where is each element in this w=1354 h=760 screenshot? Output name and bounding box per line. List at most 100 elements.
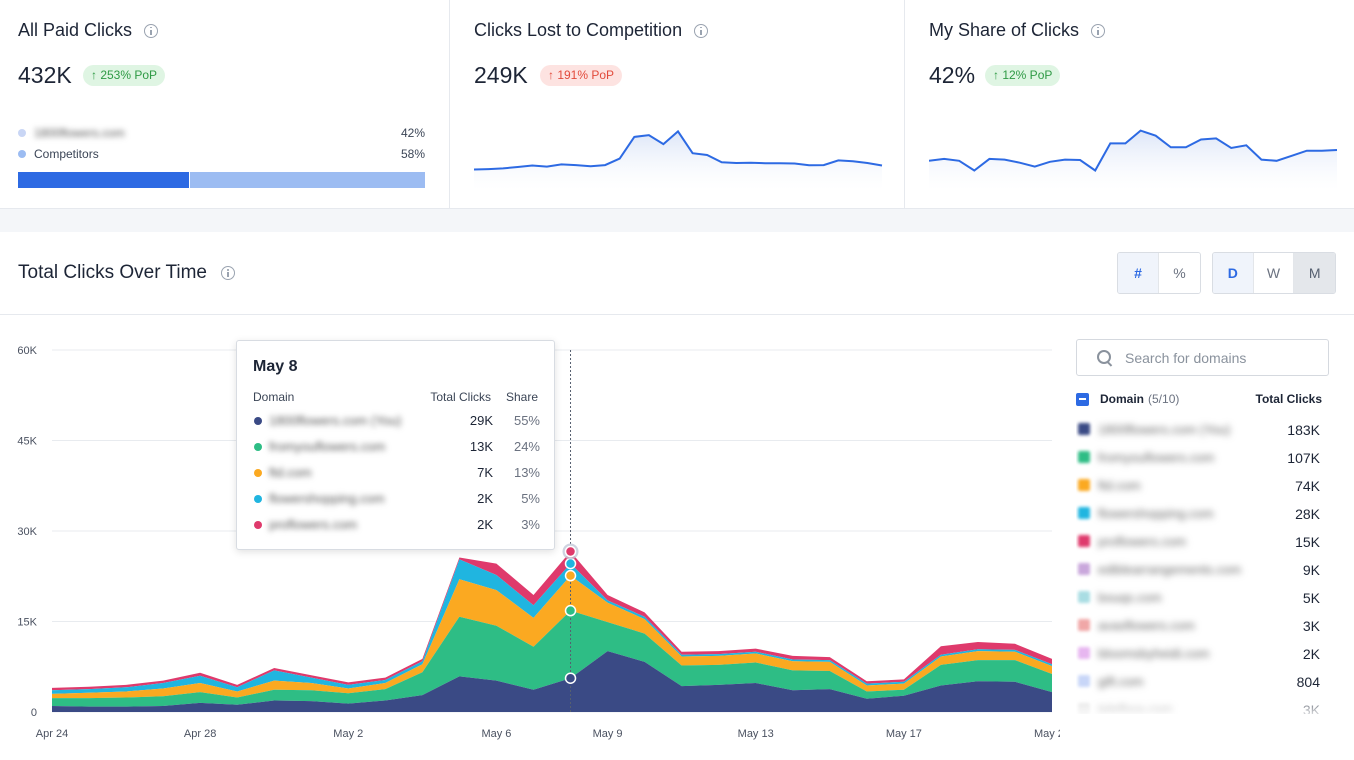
legend-fade [1076,690,1322,720]
legend-item[interactable]: ediblearrangements.com 9K [1076,556,1322,584]
x-tick-label: May 6 [481,728,511,740]
kpi-title: My Share of Clicks [929,20,1106,41]
tooltip-domain: ftd.com [269,465,312,480]
tooltip-row: flowershopping.com 2K 5% [253,489,543,509]
tooltip-clicks: 7K [477,465,493,480]
select-all-checkbox[interactable] [1076,392,1089,406]
legend-item[interactable]: ftd.com 74K [1076,472,1322,500]
legend-header: Domain (5/10) Total Clicks [1076,390,1322,408]
legend-swatch-icon [1078,479,1090,491]
share-row-own: 1800flowers.com 42% [18,126,425,140]
info-icon[interactable] [694,23,709,38]
toggle-absolute[interactable]: # [1118,253,1159,293]
tooltip-share: 24% [513,439,540,454]
legend-total-label: Total Clicks [1255,392,1322,406]
y-tick-label: 45K [17,436,37,448]
legend-domain: proflowers.com [1098,534,1187,549]
tooltip-row: proflowers.com 2K 3% [253,515,543,535]
toggle-percent[interactable]: % [1159,253,1200,293]
hover-point [564,557,577,570]
series-area [52,610,1052,707]
legend-item[interactable]: fromyouflowers.com 107K [1076,444,1322,472]
legend-swatch-icon [1078,535,1090,547]
tooltip-domain: 1800flowers.com (You) [269,413,402,428]
info-icon[interactable] [144,23,159,38]
legend-value: 183K [1287,422,1320,438]
legend-item[interactable]: avasflowers.com 3K [1076,612,1322,640]
info-icon[interactable] [220,266,235,280]
legend-value: 9K [1302,562,1320,578]
own-share-pct: 42% [400,126,425,140]
sparkline-share-area [929,130,1337,190]
legend-domain: bloomsbyheidi.com [1098,646,1210,661]
legend-domain: ftd.com [1098,478,1141,493]
section-title-text: Total Clicks Over Time [18,262,207,283]
share-bar-own [18,172,189,188]
y-tick-label: 0 [31,707,37,719]
legend-value: 3K [1302,618,1320,634]
legend-item[interactable]: bouqs.com 5K [1076,584,1322,612]
x-tick-label: May 9 [593,728,623,740]
series-area [52,551,1052,691]
kpi-value: 432K [18,62,72,88]
legend-value: 5K [1302,590,1320,606]
kpi-card-all-paid: All Paid Clicks 432K ↑ 253% PoP 1800flow… [0,0,450,209]
toggle-monthly[interactable]: M [1294,253,1335,293]
competitors-label: Competitors [34,147,99,161]
y-tick-label: 30K [17,526,37,538]
legend-value: 28K [1295,506,1320,522]
legend-item[interactable]: proflowers.com 15K [1076,528,1322,556]
kpi-title-text: My Share of Clicks [929,20,1080,40]
hover-point [564,569,577,582]
legend-swatch-icon [1078,647,1090,659]
toggle-daily[interactable]: D [1213,253,1254,293]
pop-change-badge: ↑ 191% PoP [540,65,623,86]
tooltip-domain: fromyouflowers.com [269,439,386,454]
legend-item[interactable]: 1800flowers.com (You) 183K [1076,416,1322,444]
tooltip-clicks: 2K [477,491,493,506]
series-dot-icon [254,417,262,425]
series-dot-icon [254,521,262,529]
x-tick-label: Apr 24 [36,728,68,740]
legend-domain: avasflowers.com [1098,618,1195,633]
search-input[interactable] [1125,349,1315,366]
total-clicks-chart[interactable]: 60K 45K 30K 15K 0 Apr 24 Apr 28 May 2 May 6 May 9… [0,330,1060,760]
legend-swatch-icon [1078,563,1090,575]
series-dot-icon [254,495,262,503]
legend-swatch-icon [1078,507,1090,519]
section-separator [0,209,1354,232]
info-icon[interactable] [1091,23,1106,38]
sparkline-lost-line [474,129,883,171]
kpi-title-text: Clicks Lost to Competition [474,20,683,40]
sparkline-share [929,129,1338,190]
competitors-share-pct: 58% [400,147,425,161]
kpi-row: All Paid Clicks 432K ↑ 253% PoP 1800flow… [0,0,1354,209]
tooltip-header-share: Share [505,390,538,404]
legend-value: 804 [1296,674,1320,690]
x-tick-label: May 21 [1034,728,1060,740]
legend-list: 1800flowers.com (You) 183K fromyouflowers.… [1076,416,1322,714]
tooltip-header-clicks: Total Clicks [430,390,491,404]
legend-domain: gift.com [1098,674,1144,689]
legend-domain: fromyouflowers.com [1098,450,1215,465]
legend-domain: flowershopping.com [1098,506,1214,521]
tooltip-share: 13% [513,465,540,480]
legend-domain: ediblearrangements.com [1098,562,1242,577]
hover-point [564,545,577,558]
legend-item[interactable]: gift.com 804 [1076,668,1322,696]
tooltip-clicks: 29K [469,413,493,428]
share-bar-competitors [190,172,425,188]
tooltip-row: ftd.com 7K 13% [253,463,543,483]
toggle-weekly[interactable]: W [1253,253,1295,293]
legend-item[interactable]: bloomsbyheidi.com 2K [1076,640,1322,668]
share-bar [18,172,425,188]
tooltip-clicks: 2K [477,517,493,532]
search-icon [1097,349,1113,366]
y-tick-label: 15K [17,617,37,629]
series-dot-icon [254,469,262,477]
legend-item[interactable]: flowershopping.com 28K [1076,500,1322,528]
legend-swatch-icon [1078,451,1090,463]
tooltip-domain: flowershopping.com [269,491,385,506]
x-tick-label: May 13 [738,728,774,740]
legend-value: 107K [1287,450,1320,466]
